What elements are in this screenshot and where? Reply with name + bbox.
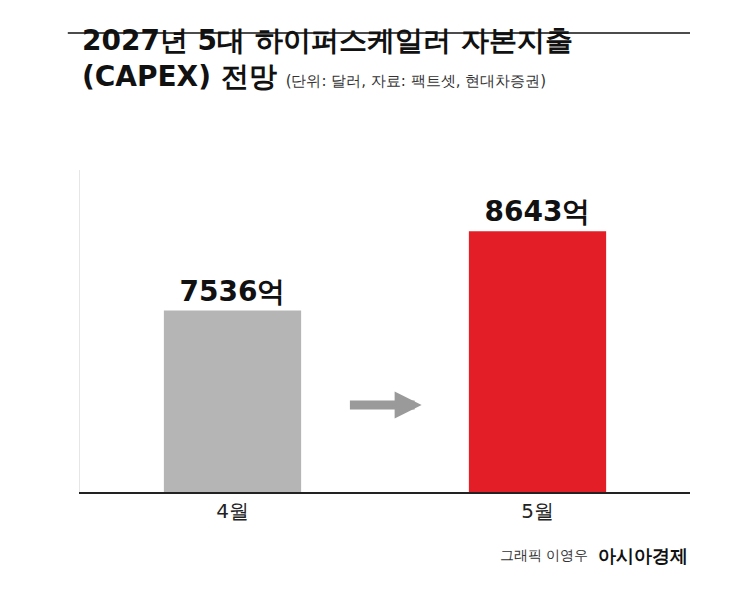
svg-text:5월: 5월 (521, 499, 554, 523)
svg-text:8643억: 8643억 (485, 195, 591, 228)
svg-text:그래픽 이영우: 그래픽 이영우 (500, 547, 588, 563)
svg-text:2027년 5대 하이퍼스케일러 자본지출(CAPEX) 전: 2027년 5대 하이퍼스케일러 자본지출(CAPEX) 전망 (단위: 달러,… (82, 24, 573, 93)
svg-text:아시아경제: 아시아경제 (598, 545, 688, 566)
svg-text:7536억: 7536억 (180, 275, 286, 308)
svg-text:4월: 4월 (216, 499, 249, 523)
